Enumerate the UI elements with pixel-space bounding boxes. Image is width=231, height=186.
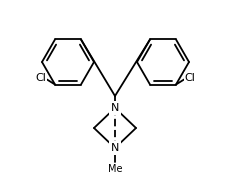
Text: N: N <box>111 103 119 113</box>
Text: Cl: Cl <box>185 73 195 83</box>
Text: Cl: Cl <box>36 73 46 83</box>
Text: Me: Me <box>108 164 122 174</box>
Text: N: N <box>111 143 119 153</box>
